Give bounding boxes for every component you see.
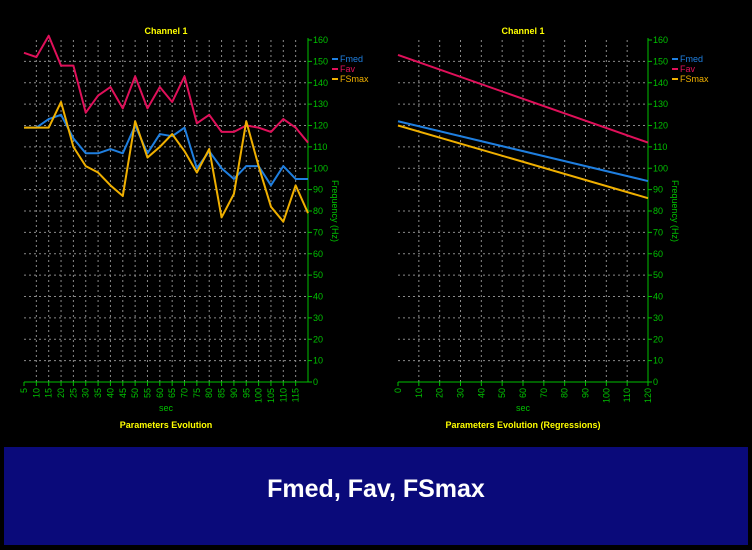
chart-title: Channel 1 [144, 26, 187, 36]
x-tick-label: 50 [130, 388, 140, 398]
y-tick-label: 120 [313, 121, 328, 131]
series-line-fsmax [24, 100, 309, 223]
x-tick-label: 115 [291, 388, 301, 402]
y-tick-label: 90 [313, 185, 323, 195]
y-tick-label: 20 [313, 334, 323, 344]
chart-subtitle: Parameters Evolution [120, 420, 213, 430]
y-tick-label: 140 [313, 78, 328, 88]
chart-subtitle: Parameters Evolution (Regressions) [445, 420, 600, 430]
x-tick-label: 110 [622, 388, 632, 402]
y-tick-label: 150 [653, 56, 668, 66]
legend-label-fmed: Fmed [680, 54, 703, 64]
y-tick-label: 80 [313, 206, 323, 216]
y-tick-label: 100 [313, 163, 328, 173]
charts-canvas: 5 10 15 20 25 30 35 40 45 50 55 60 65 70 75 80 85 90 95 100… [19, 26, 709, 430]
x-axis-label: sec [159, 403, 174, 413]
legend-label-fav: Fav [680, 64, 696, 74]
series-line-fav [23, 34, 309, 144]
x-tick-label: 110 [278, 388, 288, 402]
x-tick-label: 10 [414, 388, 424, 398]
y-tick-label: 110 [653, 142, 667, 152]
x-tick-label: 15 [44, 388, 54, 398]
y-tick-label: 50 [653, 270, 663, 280]
x-tick-label: 85 [217, 388, 227, 398]
x-tick-label: 20 [435, 388, 445, 398]
x-tick-label: 100 [254, 388, 264, 403]
x-tick-label: 30 [81, 388, 91, 398]
x-tick-label: 60 [518, 388, 528, 398]
x-tick-label: 30 [456, 388, 466, 398]
y-tick-label: 110 [313, 142, 327, 152]
y-tick-label: 30 [313, 313, 323, 323]
x-tick-label: 80 [204, 388, 214, 398]
y-axis-label: Frequency (Hz) [330, 180, 340, 242]
x-tick-label: 40 [476, 388, 486, 398]
x-tick-label: 0 [393, 388, 403, 393]
x-tick-label: 100 [601, 388, 611, 403]
title-banner: Fmed, Fav, FSmax [4, 447, 748, 545]
x-tick-label: 70 [180, 388, 190, 398]
y-tick-label: 90 [653, 185, 663, 195]
x-tick-label: 25 [68, 388, 78, 398]
y-tick-label: 70 [653, 227, 663, 237]
x-axis-label: sec [516, 403, 531, 413]
y-tick-label: 130 [313, 99, 328, 109]
series-line-fsmax [397, 124, 649, 200]
y-axis-label: Frequency (Hz) [670, 180, 680, 242]
x-tick-label: 95 [241, 388, 251, 398]
x-tick-label: 45 [118, 388, 128, 398]
x-tick-label: 40 [105, 388, 115, 398]
y-tick-label: 10 [313, 356, 323, 366]
y-tick-label: 60 [653, 249, 663, 259]
x-tick-label: 80 [560, 388, 570, 398]
y-tick-label: 150 [313, 56, 328, 66]
legend-label-fsmax: FSmax [680, 74, 709, 84]
y-tick-label: 120 [653, 121, 668, 131]
slide-title: Fmed, Fav, FSmax [267, 475, 485, 503]
x-tick-label: 75 [192, 388, 202, 398]
x-tick-label: 120 [643, 388, 653, 403]
x-tick-label: 90 [229, 388, 239, 398]
y-tick-label: 160 [653, 35, 668, 45]
legend-label-fav: Fav [340, 64, 356, 74]
legend-label-fmed: Fmed [340, 54, 363, 64]
y-tick-label: 100 [653, 163, 668, 173]
y-tick-label: 10 [653, 356, 663, 366]
x-tick-label: 65 [167, 388, 177, 398]
x-tick-label: 10 [31, 388, 41, 398]
chart-title: Channel 1 [501, 26, 544, 36]
x-tick-label: 90 [581, 388, 591, 398]
x-tick-label: 50 [497, 388, 507, 398]
x-tick-label: 5 [19, 388, 29, 393]
x-tick-label: 70 [539, 388, 549, 398]
y-tick-label: 160 [313, 35, 328, 45]
y-tick-label: 50 [313, 270, 323, 280]
y-tick-label: 20 [653, 334, 663, 344]
y-tick-label: 80 [653, 206, 663, 216]
x-tick-label: 20 [56, 388, 66, 398]
series-line-fmed [24, 113, 308, 187]
x-tick-label: 105 [266, 388, 276, 403]
x-tick-label: 60 [155, 388, 165, 398]
y-tick-label: 0 [653, 377, 658, 387]
x-tick-label: 55 [142, 388, 152, 398]
y-tick-label: 30 [653, 313, 663, 323]
series-line-fav [397, 54, 649, 144]
y-tick-label: 140 [653, 78, 668, 88]
y-tick-label: 70 [313, 227, 323, 237]
series-line-fmed [397, 120, 649, 183]
x-tick-label: 35 [93, 388, 103, 398]
y-tick-label: 60 [313, 249, 323, 259]
y-tick-label: 0 [313, 377, 318, 387]
legend-label-fsmax: FSmax [340, 74, 369, 84]
y-tick-label: 130 [653, 99, 668, 109]
y-tick-label: 40 [653, 292, 663, 302]
y-tick-label: 40 [313, 292, 323, 302]
